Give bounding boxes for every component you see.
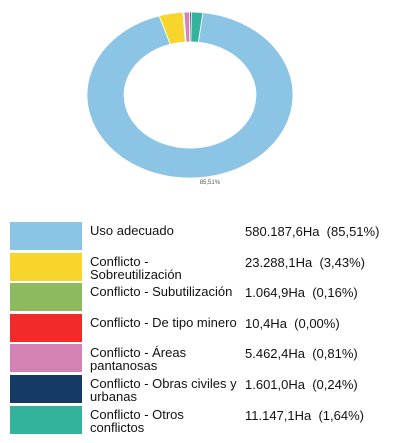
legend-value: 1.064,9Ha (0,16%) [245,285,358,301]
legend-label: Conflicto - De tipo minero [90,314,237,330]
legend-label: Uso adecuado [90,223,174,238]
legend-swatch [10,405,82,434]
slice-label: 85,51% [200,180,221,186]
legend-value: 580.187,6Ha (85,51%) [245,224,380,239]
legend-row: Conflicto - Subutilización 1.064,9Ha (0,1… [10,283,379,314]
legend-value: 11.147,1Ha (1,64%) [245,407,364,423]
legend-row: Conflicto - De tipo minero 10,4Ha (0,00%) [10,313,379,345]
legend-row: Uso adecuado 580.187,6Ha (85,51%) [10,222,379,253]
legend-label: Conflicto - Obras civiles y urbanas [90,375,237,404]
chart: 85,51%3,43%0,16%0,81%1,64% [86,0,294,186]
slice [86,12,294,179]
legend-swatch [10,283,82,312]
legend-swatch [10,222,82,250]
legend-row: Conflicto - Obras civiles y urbanas 1.601… [10,374,379,406]
legend-label: Conflicto - Otros conflictos [90,406,184,435]
legend-swatch [10,374,82,403]
legend-value: 23.288,1Ha (3,43%) [245,254,365,270]
legend-swatch [10,252,82,281]
legend-row: Conflicto - Áreas pantanosas 5.462,4Ha (0… [10,344,379,375]
legend-value: 1.601,0Ha (0,24%) [245,376,358,392]
legend-label: Conflicto - Áreas pantanosas [90,345,187,374]
legend-label: Conflicto - Subutilización [90,284,233,300]
slice-label: 1,64% [167,0,185,1]
legend-value: 10,4Ha (0,00%) [245,315,340,331]
legend-row: Conflicto - Sobreutilización 23.288,1Ha (… [10,252,379,284]
legend-label: Conflicto - Sobreutilización [90,253,182,282]
legend-value: 5.462,4Ha (0,81%) [245,346,358,362]
slice [190,11,204,43]
legend: Uso adecuado 580.187,6Ha (85,51%) Conflict… [10,222,379,436]
legend-row: Conflicto - Otros conflictos 11.147,1Ha (… [10,405,379,437]
legend-swatch [10,344,82,373]
legend-swatch [10,313,82,342]
